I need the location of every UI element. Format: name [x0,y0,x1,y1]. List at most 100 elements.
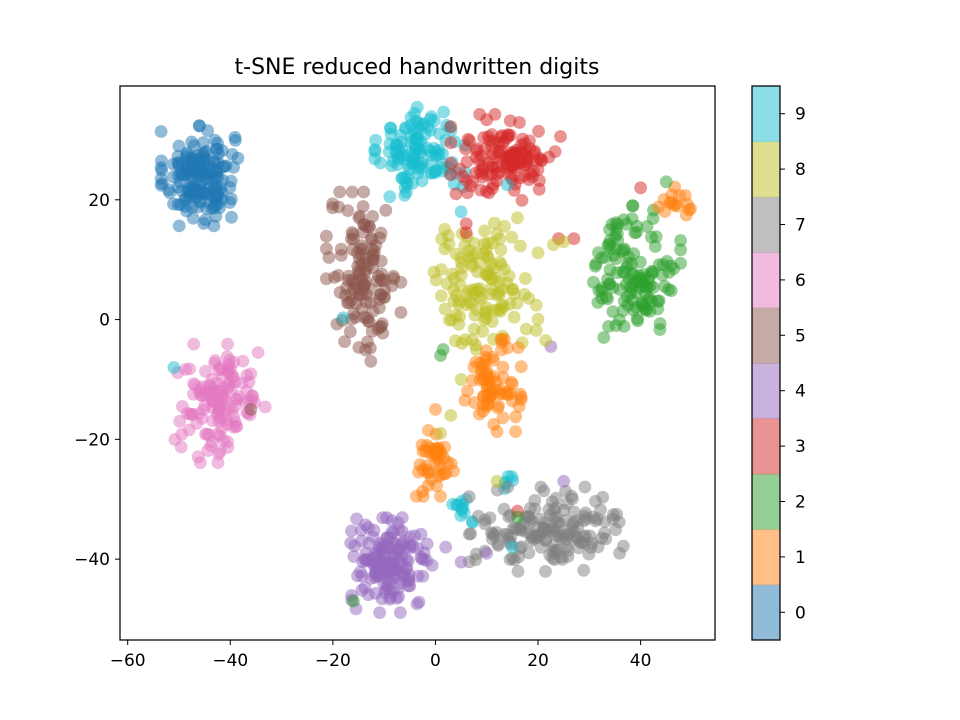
data-point-digit-8 [519,322,533,336]
data-point-digit-4 [345,524,358,538]
data-point-digit-2 [651,294,665,308]
data-point-digit-0 [171,198,185,212]
colorbar-label: 9 [795,105,806,125]
data-point-digit-0 [186,211,200,225]
colorbar-label: 8 [795,160,806,180]
data-point-digit-7 [524,534,538,548]
data-point-digit-4 [350,512,363,526]
data-point-digit-9 [369,133,382,147]
data-point-digit-7 [537,521,551,534]
data-point-digit-9 [506,540,519,554]
data-point-digit-4 [439,540,453,554]
data-point-digit-5 [359,295,373,309]
data-point-digit-3 [548,145,562,159]
data-point-digit-8 [511,211,524,225]
data-point-digit-6 [199,389,212,402]
data-point-digit-7 [596,490,610,504]
data-point-digit-8 [434,263,448,276]
data-point-digit-1 [492,399,505,413]
data-point-digit-4 [369,587,382,600]
data-point-digit-8 [506,282,520,296]
data-point-digit-2 [653,317,667,330]
data-point-digit-7 [559,514,572,528]
data-point-digit-8 [479,307,493,320]
data-point-digit-3 [518,159,531,172]
data-point-digit-9 [409,133,422,146]
data-point-digit-8 [475,292,488,305]
data-point-digit-8 [434,427,447,440]
data-point-digit-4 [381,531,394,545]
colorbar-segment-1 [752,529,780,586]
data-point-digit-0 [194,179,207,193]
data-point-digit-0 [182,191,196,204]
data-point-digit-7 [534,480,548,494]
data-point-digit-4 [358,581,372,594]
data-point-digit-3 [478,142,492,156]
data-point-digit-2 [646,265,660,279]
data-point-digit-7 [579,512,593,526]
data-point-digit-9 [429,164,442,178]
data-point-digit-6 [188,378,202,392]
data-point-digit-9 [406,157,419,171]
data-point-digit-7 [594,503,607,517]
data-point-digit-8 [502,269,516,283]
data-point-digit-5 [326,201,339,215]
data-point-digit-7 [483,511,497,525]
data-point-digit-3 [532,182,546,196]
data-point-digit-3 [459,226,473,240]
data-point-digit-5 [353,209,367,223]
data-point-digit-2 [648,240,662,253]
data-point-digit-8 [438,222,452,236]
data-point-digit-8 [518,288,531,301]
colorbar-label: 6 [795,271,806,291]
data-point-digit-4 [394,538,408,552]
data-point-digit-6 [221,337,235,351]
data-point-digit-8 [429,273,443,287]
data-point-digit-1 [496,360,510,374]
data-point-digit-0 [173,175,187,189]
data-point-digit-7 [546,551,560,565]
data-point-digit-8 [547,238,560,252]
data-point-digit-8 [494,258,508,272]
data-point-digit-6 [221,362,235,376]
data-point-digit-1 [511,341,525,354]
data-point-digit-4 [392,523,406,536]
data-point-digit-8 [490,474,504,488]
data-point-digit-8 [458,333,472,346]
data-point-digit-8 [488,216,501,230]
scatter-points [154,100,697,619]
data-point-digit-9 [447,177,461,191]
data-point-digit-0 [224,174,238,188]
data-point-digit-3 [515,194,529,207]
colorbar-segment-4 [752,363,780,419]
data-point-digit-8 [478,224,491,238]
data-point-digit-5 [366,304,380,318]
data-point-digit-3 [459,217,473,231]
data-point-digit-9 [383,190,397,204]
colorbar-segment-6 [752,252,780,309]
data-point-digit-4 [397,567,411,581]
data-point-digit-4 [414,527,428,541]
data-point-digit-8 [514,239,527,253]
data-point-digit-8 [454,251,468,265]
data-point-digit-5 [394,275,408,289]
data-point-digit-6 [211,427,224,441]
data-point-digit-1 [434,489,447,503]
x-tick-label: 40 [630,651,652,671]
data-point-digit-3 [554,130,567,143]
data-point-digit-8 [529,324,543,337]
data-point-digit-6 [212,447,226,461]
data-point-digit-6 [173,414,187,428]
data-point-digit-2 [436,343,450,356]
data-point-digit-0 [163,186,177,200]
data-point-digit-3 [508,153,521,167]
data-point-digit-5 [357,310,371,324]
data-point-digit-1 [416,489,430,503]
data-point-digit-0 [207,219,221,233]
data-point-digit-5 [320,229,333,243]
data-point-digit-0 [189,162,202,175]
data-point-digit-8 [476,324,490,338]
data-point-digit-5 [343,325,357,339]
data-point-digit-8 [468,308,482,322]
data-point-digit-2 [659,175,673,189]
